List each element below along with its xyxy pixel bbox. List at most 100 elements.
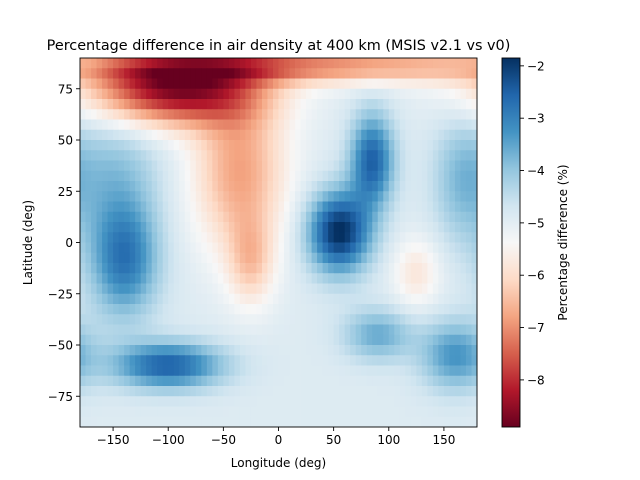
- heatmap-cell: [96, 58, 103, 69]
- heatmap-cell: [317, 242, 324, 254]
- heatmap-cell: [162, 314, 169, 325]
- heatmap-cell: [344, 191, 351, 202]
- heatmap-cell: [129, 170, 136, 182]
- heatmap-cell: [113, 324, 119, 336]
- heatmap-cell: [377, 242, 384, 254]
- heatmap-cell: [80, 355, 86, 366]
- heatmap-cell: [278, 78, 285, 90]
- heatmap-cell: [162, 99, 169, 110]
- heatmap-cell: [206, 170, 213, 182]
- heatmap-cell: [300, 416, 307, 428]
- heatmap-cell: [245, 283, 252, 295]
- heatmap-cell: [168, 119, 175, 131]
- heatmap-cell: [157, 211, 164, 223]
- heatmap-cell: [317, 396, 324, 407]
- heatmap-cell: [383, 386, 390, 397]
- heatmap-cell: [195, 283, 202, 295]
- heatmap-cell: [361, 99, 368, 110]
- heatmap-cell: [206, 314, 213, 325]
- heatmap-cell: [361, 263, 368, 274]
- heatmap-cell: [438, 99, 445, 110]
- heatmap-cell: [157, 150, 164, 161]
- heatmap-cell: [454, 119, 461, 131]
- heatmap-cell: [339, 283, 346, 295]
- heatmap-cell: [366, 88, 373, 100]
- heatmap-cell: [405, 140, 412, 151]
- heatmap-cell: [162, 222, 169, 233]
- heatmap-cell: [107, 283, 114, 295]
- heatmap-cell: [91, 324, 97, 336]
- heatmap-cell: [300, 304, 307, 315]
- heatmap-cell: [278, 355, 285, 366]
- heatmap-cell: [306, 78, 312, 90]
- heatmap-cell: [250, 129, 257, 141]
- heatmap-cell: [361, 78, 368, 90]
- heatmap-cell: [195, 252, 202, 264]
- heatmap-cell: [140, 283, 147, 295]
- heatmap-cell: [438, 191, 445, 202]
- heatmap-cell: [311, 263, 318, 274]
- heatmap-cell: [261, 78, 268, 90]
- heatmap-cell: [234, 150, 241, 161]
- heatmap-cell: [289, 150, 296, 161]
- heatmap-cell: [124, 304, 131, 315]
- heatmap-cell: [245, 78, 252, 90]
- heatmap-cell: [383, 191, 390, 202]
- heatmap-cell: [317, 334, 324, 346]
- heatmap-cell: [410, 191, 417, 202]
- heatmap-cell: [377, 140, 384, 151]
- heatmap-cell: [339, 416, 346, 428]
- heatmap-cells: [80, 58, 478, 428]
- heatmap-cell: [195, 160, 202, 172]
- heatmap-cell: [140, 334, 147, 346]
- heatmap-cell: [267, 58, 274, 69]
- heatmap-cell: [146, 304, 153, 315]
- heatmap-cell: [124, 222, 131, 233]
- heatmap-cell: [421, 273, 428, 284]
- heatmap-cell: [140, 109, 147, 120]
- heatmap-cell: [184, 160, 191, 172]
- heatmap-cell: [184, 416, 191, 428]
- heatmap-cell: [135, 99, 142, 110]
- heatmap-cell: [113, 386, 119, 397]
- heatmap-cell: [135, 109, 142, 120]
- heatmap-cell: [261, 365, 268, 377]
- heatmap-cell: [179, 160, 186, 172]
- heatmap-cell: [311, 68, 318, 79]
- heatmap-cell: [383, 99, 390, 110]
- heatmap-cell: [278, 232, 285, 243]
- heatmap-cell: [383, 406, 390, 418]
- heatmap-cell: [190, 58, 197, 69]
- heatmap-cell: [377, 150, 384, 161]
- heatmap-cell: [410, 375, 417, 387]
- heatmap-cell: [267, 304, 274, 315]
- heatmap-cell: [118, 211, 125, 223]
- heatmap-cell: [317, 201, 324, 213]
- heatmap-cell: [295, 283, 301, 295]
- heatmap-cell: [399, 99, 406, 110]
- heatmap-cell: [306, 181, 312, 192]
- heatmap-cell: [124, 314, 131, 325]
- heatmap-cell: [438, 88, 445, 100]
- heatmap-cell: [124, 88, 131, 100]
- heatmap-cell: [438, 181, 445, 192]
- heatmap-cell: [344, 140, 351, 151]
- heatmap-cell: [383, 78, 390, 90]
- heatmap-cell: [267, 345, 274, 356]
- heatmap-cell: [350, 140, 357, 151]
- heatmap-cell: [454, 88, 461, 100]
- heatmap-cell: [261, 160, 268, 172]
- heatmap-cell: [284, 396, 290, 407]
- heatmap-cell: [190, 150, 197, 161]
- heatmap-cell: [410, 304, 417, 315]
- heatmap-cell: [256, 293, 263, 305]
- heatmap-cell: [355, 283, 362, 295]
- heatmap-cell: [223, 129, 230, 141]
- heatmap-cell: [195, 314, 202, 325]
- heatmap-cell: [295, 273, 301, 284]
- heatmap-cell: [245, 375, 252, 387]
- heatmap-cell: [102, 355, 108, 366]
- heatmap-cell: [179, 273, 186, 284]
- heatmap-cell: [394, 58, 401, 69]
- heatmap-cell: [118, 396, 125, 407]
